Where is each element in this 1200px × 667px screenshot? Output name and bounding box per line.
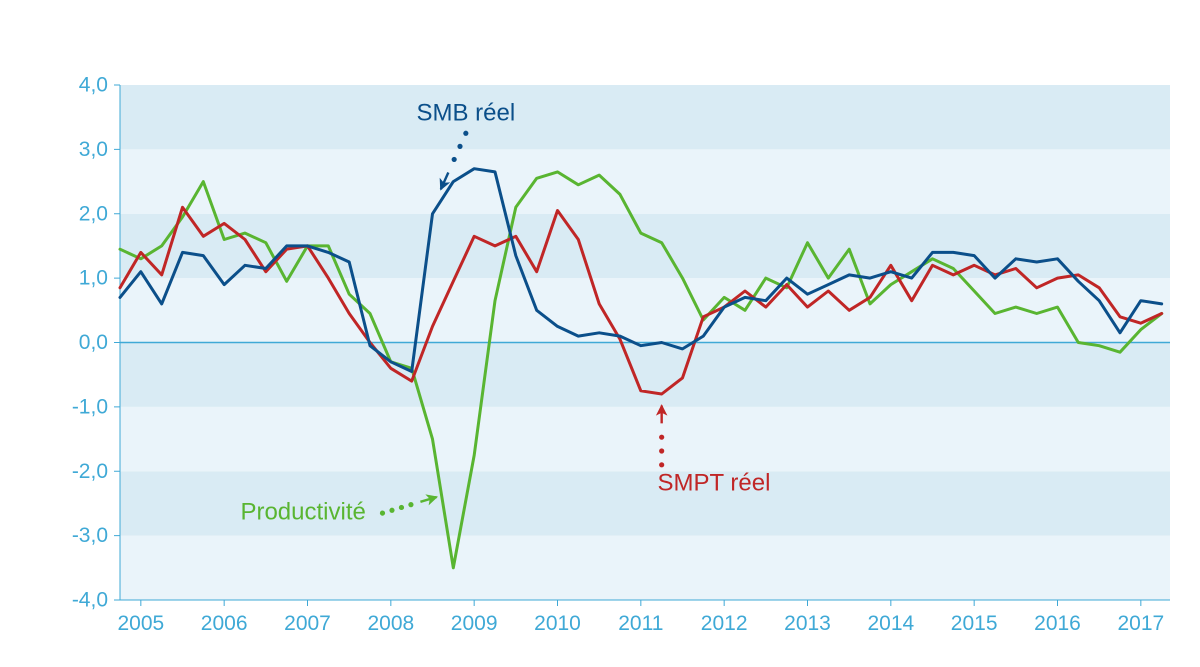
grid-band: [120, 536, 1170, 600]
x-tick-label: 2010: [534, 612, 581, 635]
annotation-label-productivite: Productivité: [240, 498, 365, 525]
x-tick-label: 2012: [701, 612, 748, 635]
x-tick-label: 2008: [367, 612, 414, 635]
x-tick-label: 2016: [1034, 612, 1081, 635]
y-tick-label: 4,0: [79, 74, 108, 97]
x-tick-label: 2015: [951, 612, 998, 635]
annotation-dot: [399, 505, 404, 510]
y-tick-label: -2,0: [72, 460, 108, 483]
grid-band: [120, 149, 1170, 213]
y-tick-label: 0,0: [79, 331, 108, 354]
annotation-dot: [457, 144, 462, 149]
chart-container: -4,0-3,0-2,0-1,00,01,02,03,04,0200520062…: [0, 0, 1200, 667]
x-tick-label: 2009: [451, 612, 498, 635]
grid-band: [120, 343, 1170, 407]
x-tick-label: 2013: [784, 612, 831, 635]
annotation-dot: [408, 502, 413, 507]
x-axis: 2005 2006 2007 2008 2009 2010 2011 2012 2013 2014…: [117, 600, 1164, 635]
annotation-label-smpt_reel: SMPT réel: [658, 469, 771, 496]
y-tick-label: -3,0: [72, 524, 108, 547]
x-tick-label: 2007: [284, 612, 331, 635]
grid-band: [120, 85, 1170, 149]
x-tick-label: 2011: [618, 612, 663, 635]
y-tick-label: 2,0: [79, 202, 108, 225]
y-tick-label: -1,0: [72, 395, 108, 418]
y-tick-label: 1,0: [79, 267, 108, 290]
x-tick-label: 2014: [867, 612, 914, 635]
annotation-dot: [389, 508, 394, 513]
grid-band: [120, 407, 1170, 471]
annotation-label-smb_reel: SMB réel: [416, 99, 515, 126]
x-tick-label: 2017: [1117, 612, 1164, 635]
annotation-dot: [659, 462, 664, 467]
annotation-dot: [659, 448, 664, 453]
annotation-dot: [659, 435, 664, 440]
grid-band: [120, 278, 1170, 342]
annotation-dot: [452, 157, 457, 162]
x-tick-label: 2005: [117, 612, 164, 635]
line-chart-svg: -4,0-3,0-2,0-1,00,01,02,03,04,0200520062…: [0, 0, 1200, 667]
y-axis: -4,0 -3,0 -2,0 -1,0 0,0 1,0 2,0 3,0 4,0: [72, 74, 120, 612]
y-tick-label: -4,0: [72, 589, 108, 612]
annotation-dot: [380, 510, 385, 515]
x-tick-label: 2006: [201, 612, 248, 635]
y-tick-label: 3,0: [79, 138, 108, 161]
annotation-dot: [463, 131, 468, 136]
